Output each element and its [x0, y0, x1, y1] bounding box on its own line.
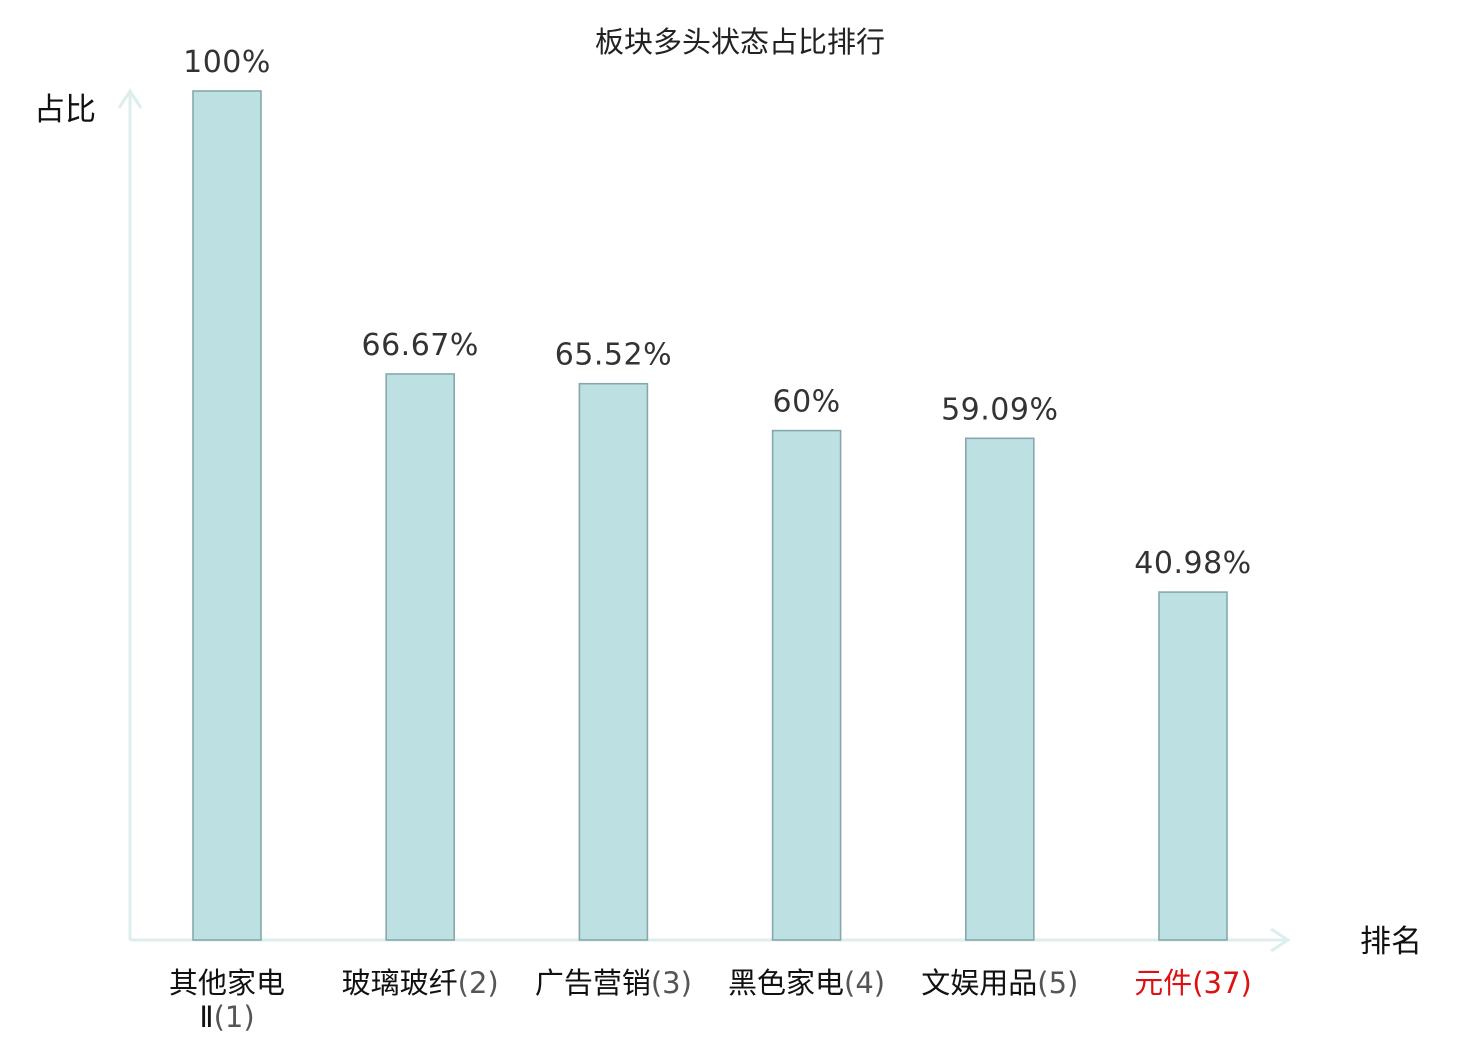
value-label-6: 40.98%: [1134, 546, 1251, 581]
category-label-3: 广告营销(3): [535, 966, 692, 1000]
category-label-6: 元件(37): [1134, 966, 1252, 1000]
category-name-1-line-1: 其他家电: [169, 966, 285, 1000]
category-rank-5: (5): [1037, 966, 1078, 1000]
category-rank-4: (4): [844, 966, 885, 1000]
category-label-2: 玻璃玻纤(2): [342, 966, 499, 1000]
value-label-5: 59.09%: [941, 392, 1058, 427]
value-label-4: 60%: [773, 385, 841, 420]
category-name-3: 广告营销: [535, 966, 651, 1000]
bar-6: [1158, 591, 1228, 941]
x-axis-arrow-icon: [1270, 927, 1291, 953]
category-name-1-line-2: Ⅱ: [199, 1000, 213, 1034]
value-label-3: 65.52%: [555, 338, 672, 373]
value-label-2: 66.67%: [362, 328, 479, 363]
bar-4: [771, 429, 842, 941]
category-rank-2: (2): [458, 966, 499, 1000]
category-rank-3: (3): [651, 966, 692, 1000]
category-label-1: 其他家电 Ⅱ(1): [169, 966, 285, 1034]
category-name-6: 元件: [1134, 966, 1192, 1000]
category-name-4: 黑色家电: [728, 966, 844, 1000]
category-name-2: 玻璃玻纤: [342, 966, 458, 1000]
category-rank-1: (1): [214, 1000, 255, 1034]
y-axis-label: 占比: [34, 92, 96, 128]
value-label-1: 100%: [183, 45, 271, 80]
category-labels-group: 其他家电 Ⅱ(1)玻璃玻纤(2) 广告营销(3) 黑色家电(4) 文娱用品(5) 元件(3…: [169, 966, 1252, 1034]
category-rank-6: (37): [1192, 966, 1252, 1000]
bar-5: [964, 437, 1035, 941]
bars-group: [192, 90, 1228, 941]
chart-title: 板块多头状态占比排行: [595, 25, 885, 59]
axes: [117, 88, 1291, 953]
bar-2: [385, 373, 456, 941]
y-axis-arrow-icon: [117, 88, 143, 109]
category-name-5: 文娱用品: [921, 966, 1037, 1000]
bar-3: [578, 382, 649, 941]
x-axis-label: 排名: [1360, 924, 1422, 960]
category-label-4: 黑色家电(4): [728, 966, 885, 1000]
bar-1: [192, 90, 262, 941]
category-label-5: 文娱用品(5): [921, 966, 1078, 1000]
value-labels-group: 100% 66.67% 65.52% 60% 59.09% 40.98%: [183, 45, 1251, 581]
